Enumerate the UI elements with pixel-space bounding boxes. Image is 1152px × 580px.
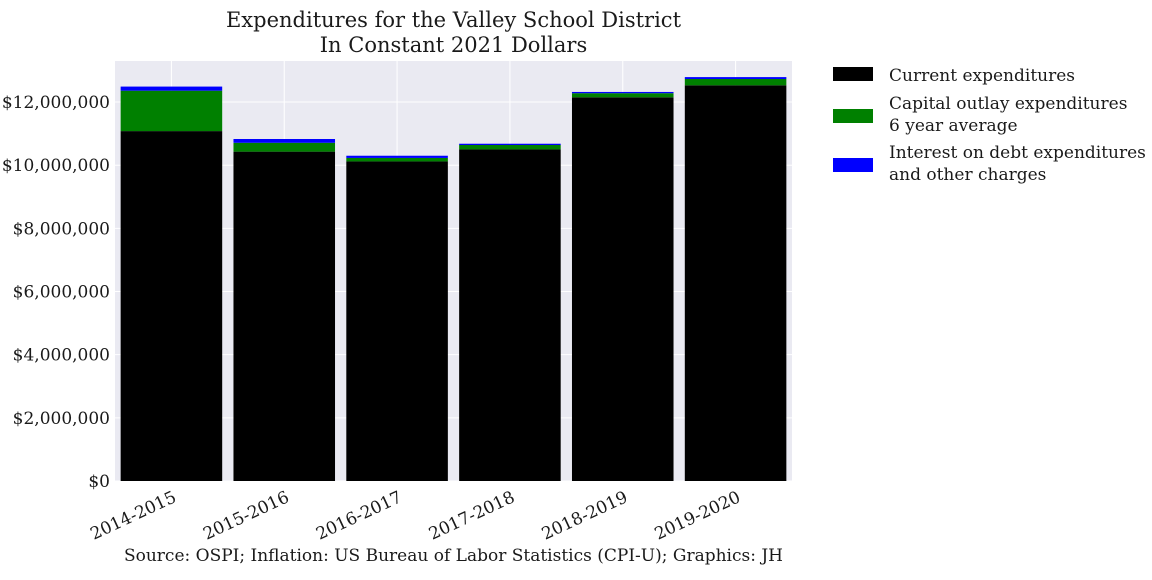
x-tick-label: 2015-2016: [200, 487, 292, 544]
y-tick-label: $8,000,000: [13, 219, 110, 239]
bar-2015-2016-series-0: [233, 151, 336, 481]
x-tick-label: 2016-2017: [313, 487, 405, 544]
legend-label: Capital outlay expenditures: [889, 94, 1127, 114]
bar-2014-2015-series-2: [120, 86, 223, 91]
legend-swatch: [833, 158, 873, 172]
bar-2018-2019-series-2: [571, 91, 674, 94]
x-tick-label: 2014-2015: [87, 487, 179, 544]
legend-label: Interest on debt expenditures: [889, 143, 1146, 163]
legend: Current expenditures Capital outlay expen…: [833, 66, 1146, 185]
bar-2015-2016-series-1: [233, 142, 336, 152]
y-tick-label: $0: [88, 472, 110, 492]
y-tick-label: $2,000,000: [13, 409, 110, 429]
x-axis-ticks: 2014-2015 2015-2016 2016-2017 2017-2018 2018…: [87, 487, 743, 544]
x-tick-label: 2019-2020: [652, 487, 744, 544]
bar-2018-2019-series-0: [571, 97, 674, 481]
bar-2019-2020-series-0: [684, 85, 787, 481]
chart-subtitle: In Constant 2021 Dollars: [320, 33, 587, 57]
bar-2016-2017-series-0: [346, 161, 448, 481]
plot-area: [115, 61, 792, 481]
bar-2014-2015-series-0: [120, 131, 223, 481]
bar-2015-2016-series-2: [233, 139, 336, 143]
bar-2016-2017-series-1: [346, 157, 448, 162]
x-tick-label: 2017-2018: [426, 487, 518, 544]
y-tick-label: $10,000,000: [2, 156, 110, 176]
bar-2017-2018-series-2: [459, 143, 561, 145]
bar-2019-2020-series-2: [684, 77, 787, 79]
source-caption: Source: OSPI; Inflation: US Bureau of La…: [124, 546, 783, 566]
bar-2019-2020-series-1: [684, 79, 787, 86]
y-axis-ticks: $0 $2,000,000 $4,000,000 $6,000,000 $8,000,0…: [2, 93, 110, 492]
bar-2017-2018-series-1: [459, 145, 561, 150]
x-tick-label: 2018-2019: [539, 487, 631, 544]
legend-swatch: [833, 109, 873, 123]
y-tick-label: $4,000,000: [13, 346, 110, 366]
legend-label: 6 year average: [889, 116, 1018, 136]
bar-2016-2017-series-2: [346, 155, 448, 158]
y-tick-label: $6,000,000: [13, 283, 110, 303]
bar-2018-2019-series-1: [571, 93, 674, 98]
legend-label: Current expenditures: [889, 66, 1075, 86]
legend-label: and other charges: [889, 165, 1046, 185]
bar-2017-2018-series-0: [459, 149, 561, 481]
bar-2014-2015-series-1: [120, 90, 223, 132]
bars: [120, 77, 787, 481]
legend-swatch: [833, 67, 873, 81]
y-tick-label: $12,000,000: [2, 93, 110, 113]
chart-title: Expenditures for the Valley School Distr…: [226, 8, 682, 32]
